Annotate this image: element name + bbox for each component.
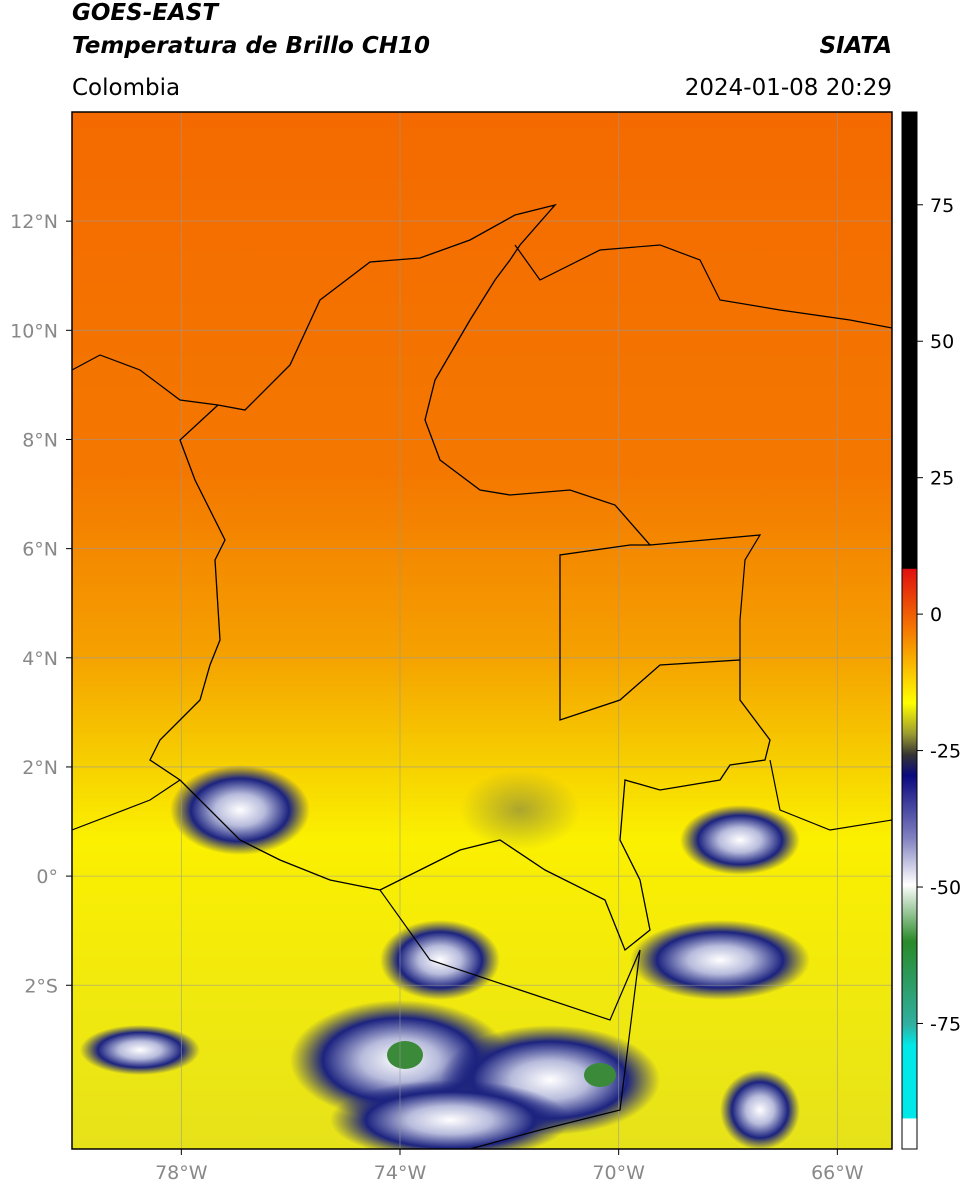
border — [379, 889, 641, 1149]
colorbar-tick-label: -75 — [930, 1013, 961, 1035]
coastline — [514, 244, 892, 329]
border — [72, 779, 181, 831]
subtitle: Temperatura de Brillo CH10 — [72, 33, 430, 59]
map-image — [72, 112, 892, 1149]
colorbar-tick-label: 0 — [930, 604, 942, 626]
region: Colombia — [72, 75, 180, 101]
colorbar-tick-label: -25 — [930, 741, 961, 763]
cloud — [80, 1025, 200, 1075]
datetime: 2024-01-08 20:29 — [685, 75, 892, 101]
cloud — [630, 920, 810, 1000]
graticule — [72, 112, 892, 1149]
cloud — [330, 1080, 570, 1149]
cold-core — [387, 1041, 423, 1069]
colorbar-tick-label: 75 — [930, 195, 954, 217]
y-tick-label: 12°N — [10, 211, 58, 233]
x-tick-label: 74°W — [374, 1162, 427, 1184]
title: GOES-EAST — [72, 0, 220, 26]
y-tick-label: 2°N — [22, 757, 58, 779]
cloud — [680, 805, 800, 875]
y-tick-label: 0° — [36, 866, 58, 888]
y-tick-label: 2°S — [24, 975, 58, 997]
colombia-border — [149, 203, 771, 952]
map-frame — [71, 111, 893, 1150]
x-tick-label: 78°W — [155, 1162, 208, 1184]
x-tick-label: 70°W — [592, 1162, 645, 1184]
map-ticks: 78°W 74°W 70°W 66°W 12°N 10°N 8°N 6°N 4°N 2°N 0° 2°… — [10, 211, 864, 1184]
cloud — [720, 1070, 800, 1149]
y-tick-label: 6°N — [22, 539, 58, 561]
coastline — [72, 354, 219, 406]
border — [649, 534, 762, 660]
y-tick-label: 8°N — [22, 429, 58, 451]
colorbar-tick-label: 25 — [930, 468, 954, 490]
cold-core — [584, 1063, 616, 1087]
cloud — [170, 765, 310, 855]
x-tick-label: 66°W — [811, 1162, 864, 1184]
y-tick-label: 4°N — [22, 648, 58, 670]
border — [769, 759, 892, 831]
cloud — [380, 920, 500, 1000]
colorbar — [901, 111, 918, 1150]
haze — [460, 770, 580, 850]
colorbar-tick-label: 50 — [930, 331, 954, 353]
colorbar-ticks: 75 50 25 0 -25 -50 -75 — [917, 195, 961, 1035]
source: SIATA — [820, 33, 892, 59]
y-tick-label: 10°N — [10, 320, 58, 342]
colorbar-tick-label: -50 — [930, 877, 961, 899]
